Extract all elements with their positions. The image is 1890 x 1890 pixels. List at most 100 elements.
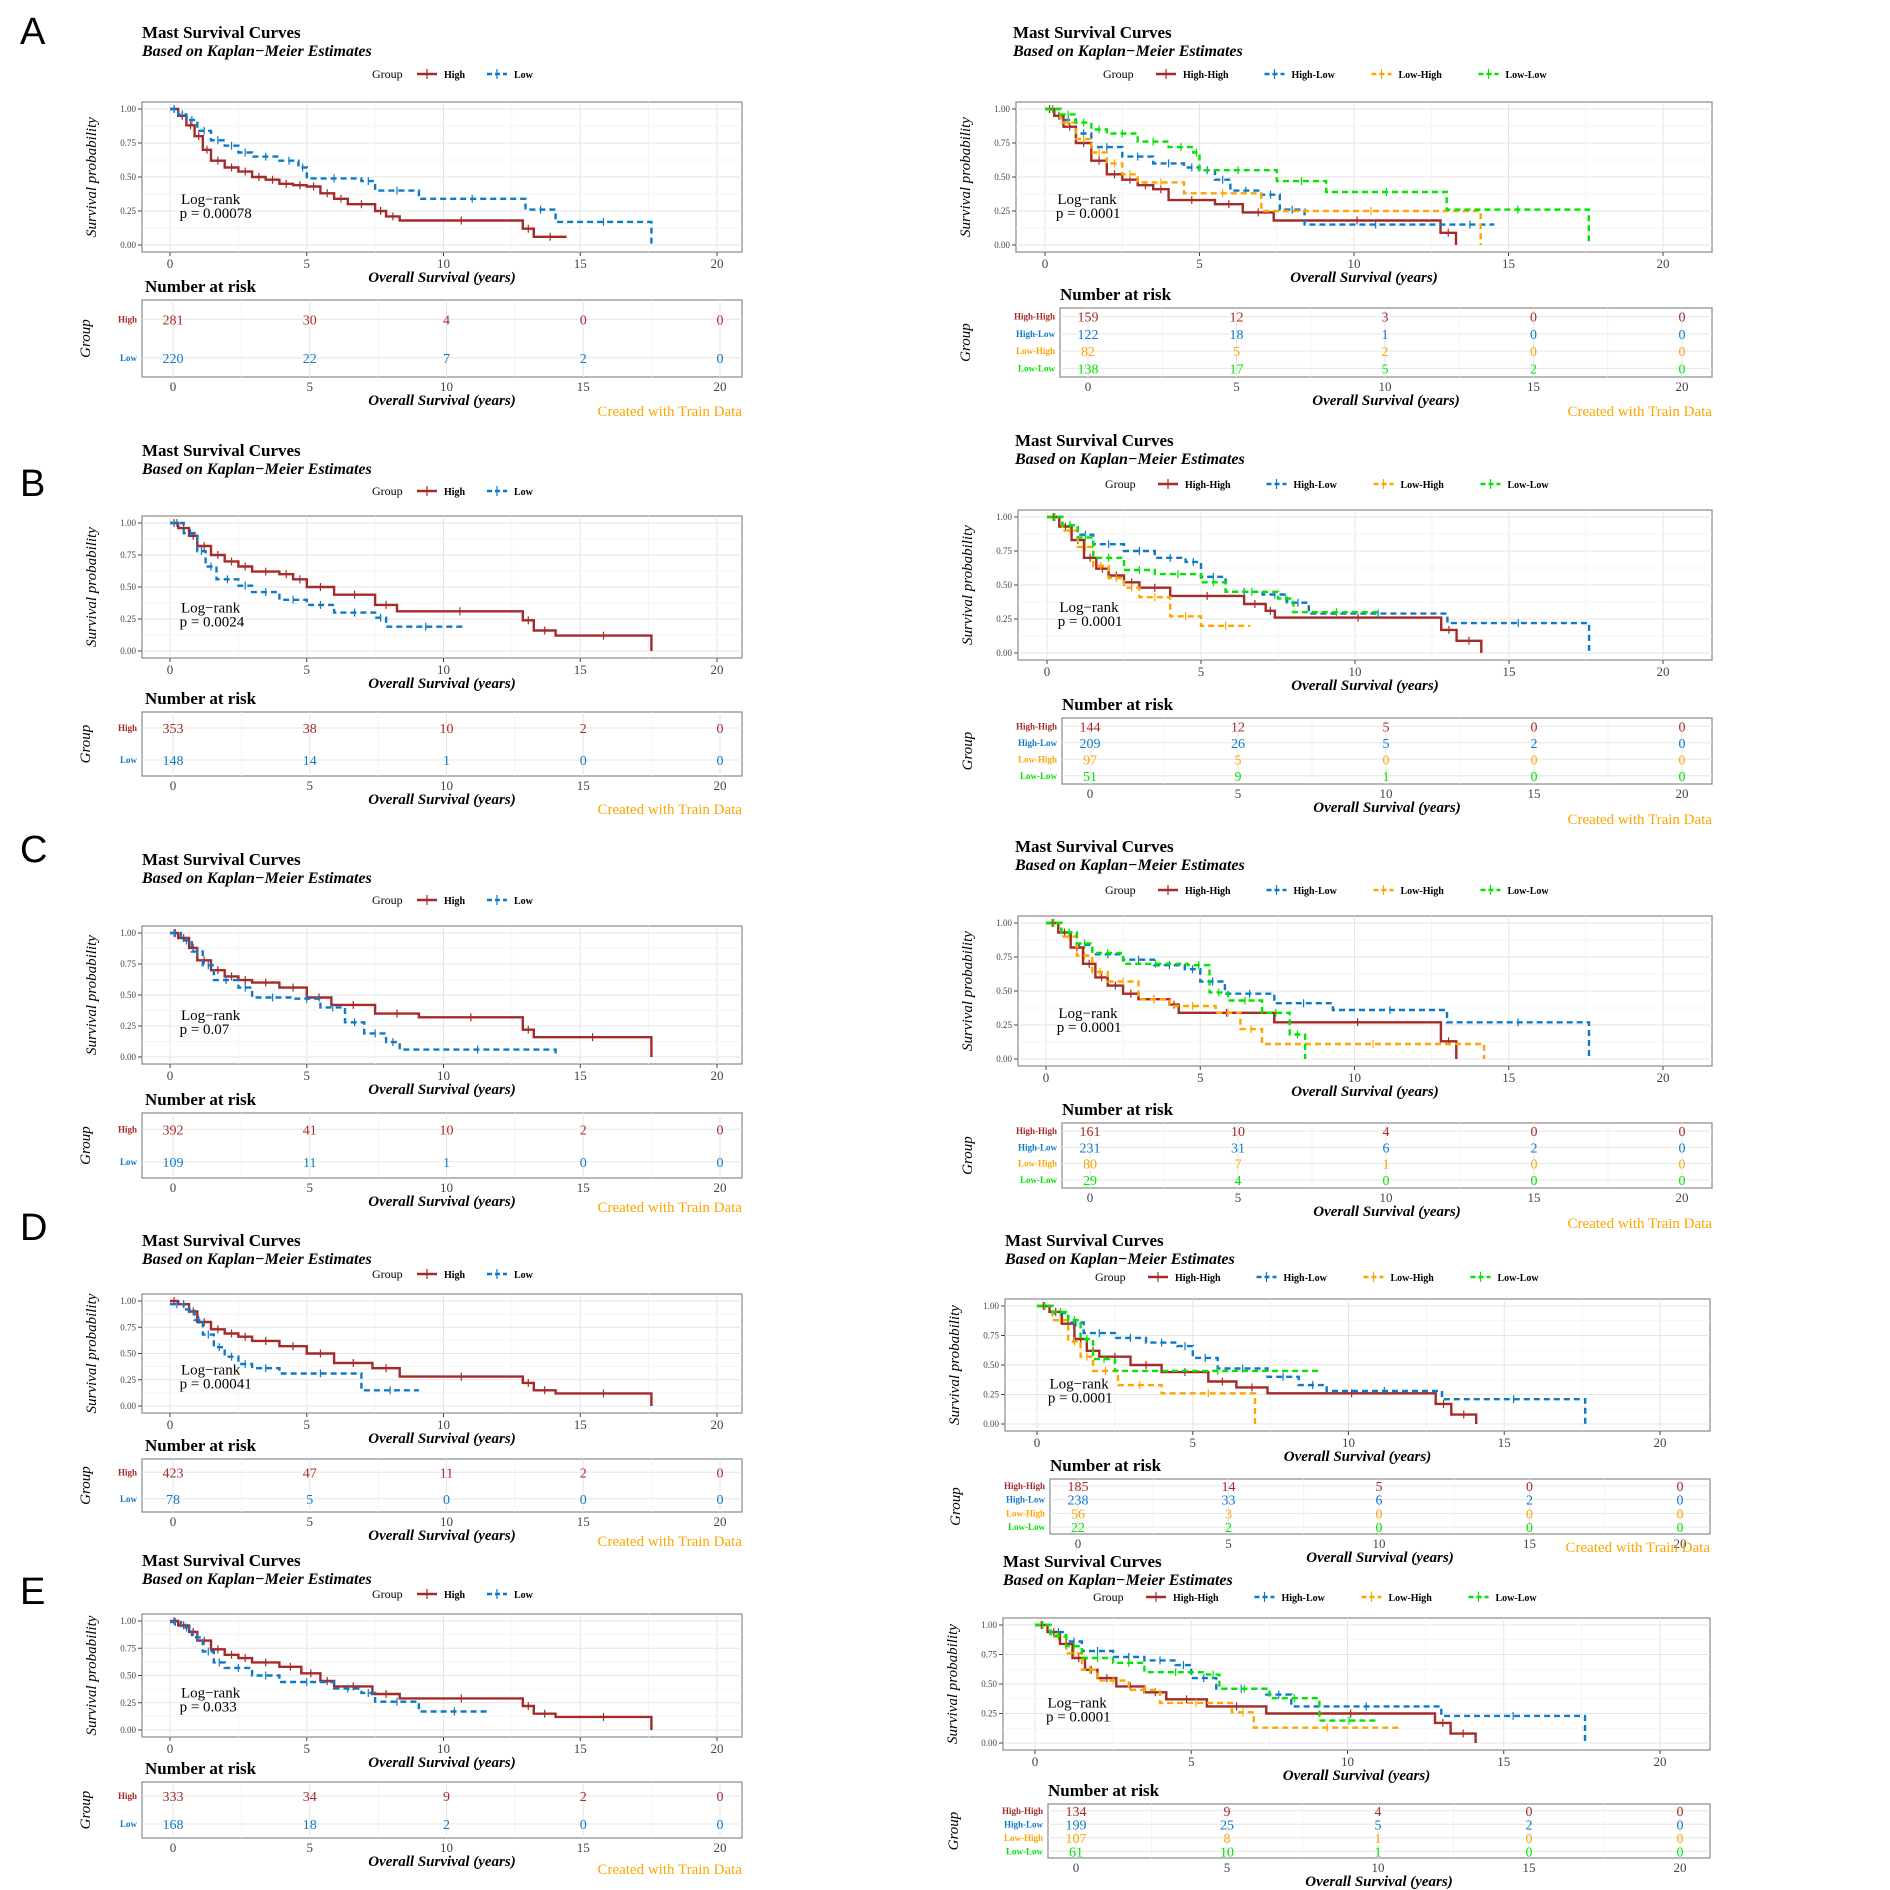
panel-letter-d: D [20, 1207, 47, 1249]
x-tick-label: 0 [167, 1417, 174, 1432]
risk-count: 353 [163, 722, 184, 737]
risk-x-tick-label: 10 [440, 379, 453, 394]
y-tick-label: 0.00 [981, 1738, 997, 1748]
x-tick-label: 5 [1190, 1435, 1197, 1450]
risk-table-frame [141, 299, 743, 378]
legend-label: Low-Low [1508, 886, 1550, 897]
x-axis-label: Overall Survival (years) [1284, 1449, 1431, 1465]
risk-x-tick-label: 20 [1676, 786, 1689, 801]
y-tick-label: 1.00 [120, 104, 136, 114]
risk-count: 2 [1225, 1521, 1232, 1536]
risk-count: 0 [1526, 1507, 1533, 1522]
risk-count: 0 [1677, 1845, 1684, 1860]
legend-title: Group [1095, 1270, 1126, 1284]
legend-label: High-Low [1294, 886, 1338, 897]
risk-count: 0 [1679, 737, 1686, 752]
y-tick-label: 0.25 [120, 1375, 136, 1385]
risk-group-label: Low-Low [1008, 1522, 1046, 1532]
y-tick-label: 1.00 [994, 104, 1010, 114]
footer-note: Created with Train Data [597, 1200, 742, 1216]
km-curve-high [170, 521, 653, 651]
chart-subtitle: Based on Kaplan−Meier Estimates [1004, 1251, 1235, 1268]
legend-title: Group [1103, 67, 1134, 81]
risk-count: 4 [1235, 1174, 1242, 1189]
legend-item: Low-Low [1478, 69, 1547, 81]
legend: Group High-High High-Low Low-High Low-Low [1105, 883, 1549, 897]
risk-count: 209 [1080, 737, 1101, 752]
footer-note: Created with Train Data [1567, 812, 1712, 828]
risk-count: 0 [1526, 1480, 1533, 1495]
y-axis-label: Survival probability [958, 117, 974, 237]
risk-count: 9 [443, 1790, 450, 1805]
risk-count: 0 [580, 1493, 587, 1508]
x-tick-label: 5 [304, 662, 311, 677]
risk-y-axis-label: Group [946, 1811, 962, 1850]
risk-x-axis-label: Overall Survival (years) [1306, 1550, 1453, 1566]
risk-count: 41 [303, 1123, 317, 1138]
x-tick-label: 15 [1503, 664, 1516, 679]
risk-count: 168 [163, 1818, 184, 1833]
risk-count: 14 [1222, 1480, 1236, 1495]
y-tick-label: 1.00 [120, 1616, 136, 1626]
risk-table-frame [1049, 1478, 1711, 1535]
risk-count: 0 [1679, 753, 1686, 768]
risk-count: 1 [1375, 1845, 1382, 1860]
x-tick-label: 15 [1497, 1754, 1510, 1769]
legend-label: High-Low [1292, 70, 1336, 81]
y-tick-label: 0.50 [120, 1671, 136, 1681]
y-tick-label: 0.00 [996, 648, 1012, 658]
legend-item: High-Low [1264, 69, 1336, 81]
risk-count: 0 [717, 722, 724, 737]
risk-count: 0 [1679, 345, 1686, 360]
risk-group-label: Low-High [1016, 346, 1055, 356]
risk-count: 0 [1376, 1521, 1383, 1536]
risk-group-label: Low-Low [1018, 363, 1056, 373]
risk-x-tick-label: 5 [307, 379, 314, 394]
x-tick-label: 10 [1349, 664, 1362, 679]
risk-count: 3 [1225, 1507, 1232, 1522]
panel-letter-b: B [20, 463, 45, 505]
risk-x-tick-label: 5 [307, 1840, 314, 1855]
legend: Group High-High High-Low Low-High Low-Low [1095, 1270, 1539, 1284]
y-axis-label: Survival probability [945, 1624, 961, 1744]
km-curve-low-low [1035, 1623, 1379, 1722]
risk-x-tick-label: 10 [1372, 1860, 1385, 1875]
risk-count: 6 [1376, 1494, 1383, 1509]
legend-item: High-High [1156, 69, 1229, 81]
legend-item: High-Low [1254, 1592, 1326, 1604]
chart-title: Mast Survival Curves [142, 1231, 301, 1250]
risk-count: 0 [1526, 1805, 1533, 1820]
risk-table-title: Number at risk [145, 1090, 257, 1109]
logrank-label: Log−rank [1048, 1696, 1108, 1712]
legend-item: High-Low [1266, 885, 1338, 897]
risk-count: 0 [1531, 720, 1538, 735]
risk-count: 0 [1679, 1125, 1686, 1140]
risk-count: 0 [1530, 311, 1537, 326]
chart-title: Mast Survival Curves [142, 23, 301, 42]
risk-count: 34 [303, 1790, 317, 1805]
risk-count: 30 [303, 313, 317, 328]
legend-item: Low-Low [1480, 885, 1550, 897]
risk-count: 18 [1230, 328, 1244, 343]
legend-label: High-Low [1282, 1593, 1326, 1604]
risk-count: 0 [1679, 720, 1686, 735]
risk-group-label: High-Low [1006, 1495, 1046, 1505]
risk-table-frame [1059, 307, 1713, 378]
risk-x-tick-label: 5 [307, 778, 314, 793]
panel-letter-e: E [20, 1571, 45, 1613]
p-value: p = 0.033 [180, 1699, 237, 1715]
risk-count: 0 [1677, 1832, 1684, 1847]
chart-subtitle: Based on Kaplan−Meier Estimates [141, 1571, 372, 1588]
y-tick-label: 1.00 [981, 1620, 997, 1630]
risk-group-label: High-High [1016, 721, 1057, 731]
risk-count: 7 [443, 352, 450, 367]
legend-label: Low [514, 487, 534, 498]
legend-item: Low [487, 895, 534, 907]
risk-x-tick-label: 0 [170, 379, 177, 394]
x-tick-label: 20 [1654, 1435, 1667, 1450]
